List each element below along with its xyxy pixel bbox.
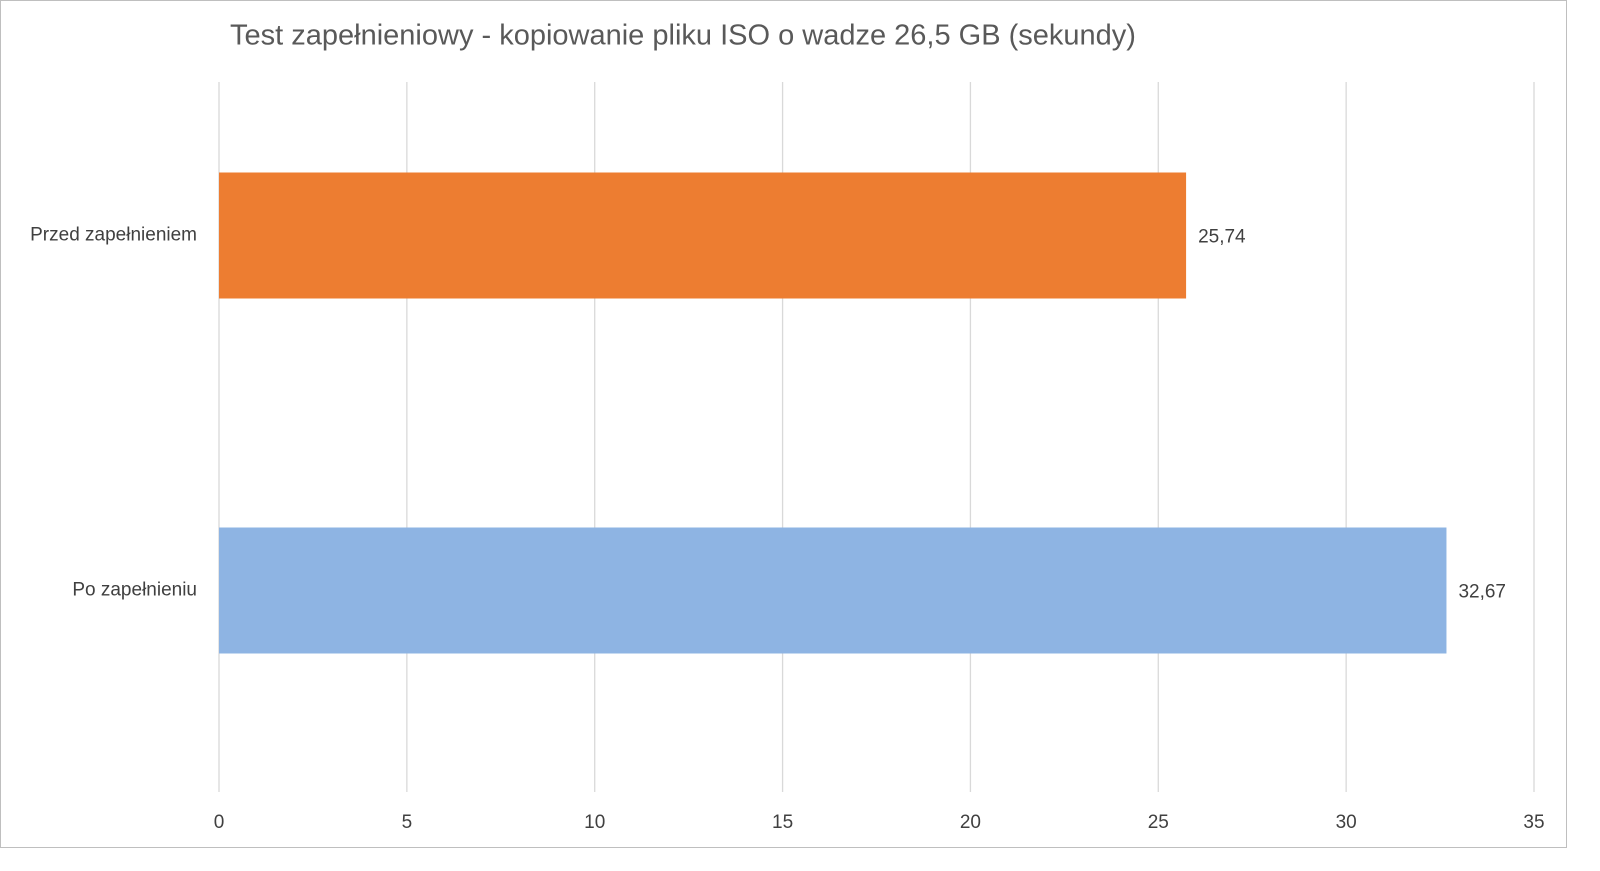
x-tick-label: 0 <box>214 812 225 833</box>
chart-title: Test zapełnieniowy - kopiowanie pliku IS… <box>230 20 1136 52</box>
x-tick-label: 35 <box>1523 812 1544 833</box>
x-tick-label: 30 <box>1336 812 1357 833</box>
data-label: 25,74 <box>1198 227 1246 248</box>
x-tick-label: 25 <box>1148 812 1169 833</box>
x-tick-label: 20 <box>960 812 981 833</box>
data-label: 32,67 <box>1458 582 1506 603</box>
bar <box>219 527 1447 654</box>
y-tick-label: Po zapełnieniu <box>72 580 197 601</box>
x-tick-label: 15 <box>772 812 793 833</box>
x-tick-label: 5 <box>402 812 413 833</box>
x-tick-label: 10 <box>584 812 605 833</box>
y-tick-label: Przed zapełnieniem <box>30 225 197 246</box>
chart-border <box>0 0 1567 848</box>
bar <box>219 172 1187 299</box>
